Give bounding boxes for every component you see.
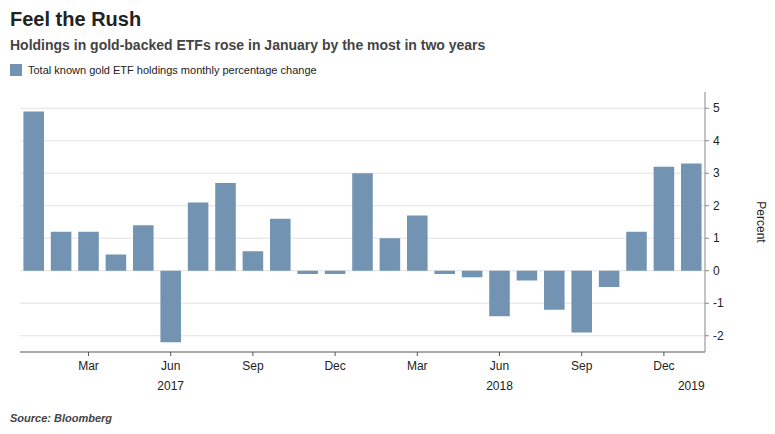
year-label: 2018 [486,379,513,393]
bar [133,225,154,271]
x-tick-label: Dec [324,359,345,373]
x-tick-label: Sep [242,359,264,373]
bar [297,271,318,274]
legend-entry: Total known gold ETF holdings monthly pe… [28,64,317,76]
bar [544,271,565,310]
y-tick [705,205,709,206]
x-tick [252,352,253,356]
x-tick [170,352,171,356]
x-tick-label: Jun [490,359,509,373]
x-tick [417,352,418,356]
y-tick-label: -1 [713,296,724,310]
bar [462,271,483,278]
bar [380,238,401,271]
grid [20,108,705,336]
x-tick [663,352,664,356]
y-axis-label: Percent [754,201,768,243]
year-label: 2019 [678,379,705,393]
y-tick [705,238,709,239]
bar [434,271,455,274]
grid-line [20,303,705,304]
bar [188,203,209,271]
grid-line [20,108,705,109]
x-tick [499,352,500,356]
bars [23,112,701,343]
bar [243,251,264,271]
y-tick [705,140,709,141]
bar [160,271,181,343]
grid-line [20,140,705,141]
bar [489,271,510,317]
bar [325,271,346,274]
y-tick [705,173,709,174]
y-tick-label: 2 [713,199,720,213]
y-tick-label: 4 [713,134,720,148]
bar [51,232,72,271]
x-tick-label: Mar [407,359,428,373]
x-tick-label: Jun [161,359,180,373]
y-tick [705,270,709,271]
bar [78,232,99,271]
y-tick-label: 0 [713,264,720,278]
bar [407,216,428,271]
y-tick [705,303,709,304]
y-tick [705,108,709,109]
subtitle: Holdings in gold-backed ETFs rose in Jan… [10,37,486,53]
bar [106,255,127,271]
legend-swatch [10,64,22,76]
bar [352,173,373,271]
x-tick-label: Dec [653,359,674,373]
chart: Feel the Rush Holdings in gold-backed ETF… [0,0,775,434]
x-axis-line [20,352,705,353]
x-tick-label: Mar [78,359,99,373]
y-tick-label: 1 [713,231,720,245]
bar [626,232,647,271]
source: Source: Bloomberg [10,412,112,424]
bar [599,271,620,287]
year-label: 2017 [157,379,184,393]
x-tick-label: Sep [571,359,593,373]
y-axis-line [705,92,706,352]
y-tick-label: -2 [713,329,724,343]
y-tick-label: 5 [713,101,720,115]
x-tick [335,352,336,356]
grid-line [20,335,705,336]
bar [270,219,291,271]
bar [681,164,702,271]
bar [517,271,538,281]
x-tick [581,352,582,356]
y-tick [705,335,709,336]
bar [23,112,44,271]
bar [654,167,675,271]
x-tick [88,352,89,356]
y-tick-label: 3 [713,166,720,180]
bar [215,183,236,271]
bar [571,271,592,333]
title: Feel the Rush [10,8,141,30]
